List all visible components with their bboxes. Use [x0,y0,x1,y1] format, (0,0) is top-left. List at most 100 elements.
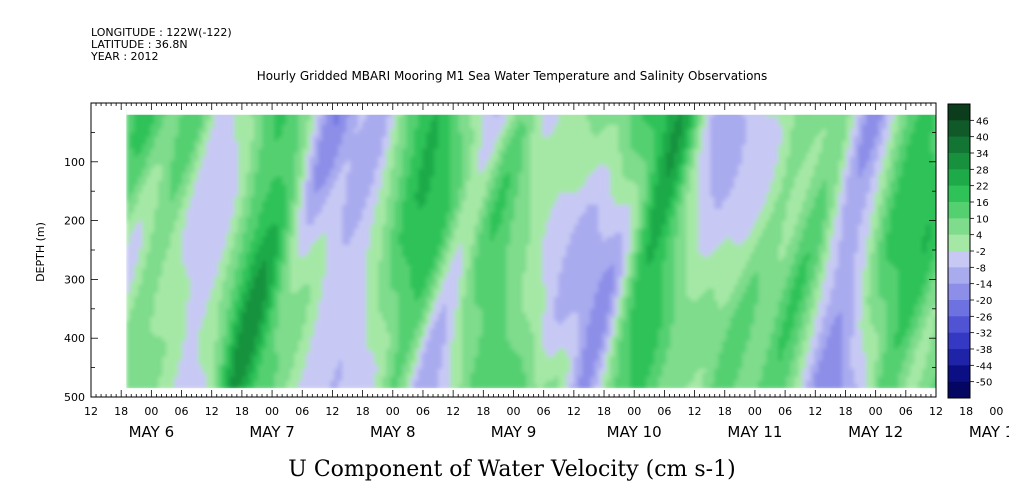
heat-cell [326,224,331,230]
heat-cell [130,288,135,294]
heat-cell [166,276,171,282]
heat-cell [334,208,339,214]
heat-cell [150,268,155,274]
heat-cell [346,208,351,214]
heat-cell [290,132,295,138]
heat-cell [206,332,211,338]
heat-cell [334,144,339,150]
heat-cell [258,232,263,238]
heat-cell [166,300,171,306]
heat-cell [138,284,143,290]
heat-cell [230,236,235,242]
heat-cell [234,172,239,178]
heat-cell [214,324,219,330]
heat-cell [218,380,223,386]
heat-cell [126,288,131,294]
heat-cell [206,296,211,302]
heat-cell [270,284,275,290]
heat-cell [334,340,339,346]
heat-cell [278,164,283,170]
heat-cell [130,128,135,134]
heat-cell [274,356,279,362]
heat-cell [318,228,323,234]
heat-cell [162,272,167,278]
heat-cell [346,204,351,210]
heat-cell [178,272,183,278]
heat-cell [234,180,239,186]
heat-cell [158,260,163,266]
heat-cell [390,228,395,234]
heat-cell [318,324,323,330]
heat-cell [190,156,195,162]
heat-cell [358,200,363,206]
heat-cell [338,240,343,246]
heat-cell [354,248,359,254]
heat-cell [138,124,143,130]
heat-cell [222,364,227,370]
heat-cell [346,184,351,190]
heat-cell [374,360,379,366]
heat-cell [206,360,211,366]
heat-cell [326,340,331,346]
heat-cell [386,168,391,174]
heat-cell [362,276,367,282]
heat-cell [238,380,243,386]
heat-cell [338,288,343,294]
heat-cell [394,296,399,302]
heat-cell [278,120,283,126]
heat-cell [314,132,319,138]
heat-cell [350,276,355,282]
heat-cell [378,160,383,166]
heat-cell [294,264,299,270]
heat-cell [170,272,175,278]
heat-cell [394,116,399,122]
heat-cell [378,336,383,342]
heat-cell [294,128,299,134]
heat-cell [350,300,355,306]
heat-cell [166,260,171,266]
heat-cell [266,176,271,182]
heat-cell [218,344,223,350]
heat-cell [230,120,235,126]
heat-cell [366,244,371,250]
latitude-label: LATITUDE : 36.8N [91,38,188,51]
heat-cell [210,280,215,286]
heat-cell [126,200,131,206]
heat-cell [302,164,307,170]
heat-cell [330,244,335,250]
heat-cell [206,304,211,310]
heat-cell [326,292,331,298]
heat-cell [166,348,171,354]
heat-cell [290,300,295,306]
heat-cell [238,200,243,206]
heat-cell [178,116,183,122]
heat-cell [202,356,207,362]
heat-cell [326,236,331,242]
heat-cell [134,268,139,274]
heat-cell [238,344,243,350]
heat-cell [246,360,251,366]
heat-cell [138,192,143,198]
heat-cell [338,352,343,358]
heat-cell [242,144,247,150]
heat-cell [130,184,135,190]
heat-cell [138,352,143,358]
heat-cell [306,260,311,266]
heat-cell [354,340,359,346]
heat-cell [146,364,151,370]
heat-cell [218,200,223,206]
heat-cell [198,300,203,306]
heat-cell [282,376,287,382]
heat-cell [338,216,343,222]
heat-cell [262,340,267,346]
heat-cell [126,384,131,390]
heat-cell [350,364,355,370]
heat-cell [294,232,299,238]
heat-cell [298,240,303,246]
heat-cell [302,316,307,322]
heat-cell [230,352,235,358]
heat-cell [222,252,227,258]
heat-cell [258,136,263,142]
heat-cell [310,312,315,318]
heat-cell [214,312,219,318]
